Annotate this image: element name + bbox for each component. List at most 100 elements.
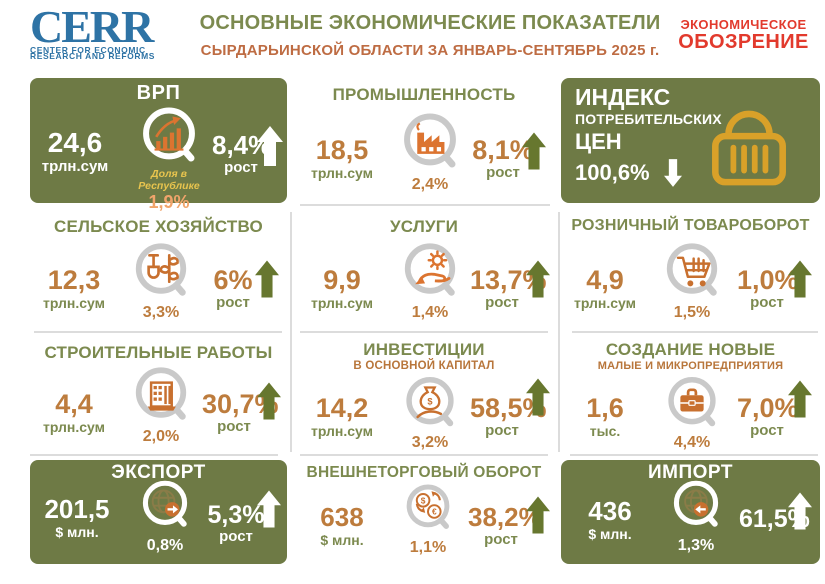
icon-block: 1,5% bbox=[653, 238, 731, 322]
svg-text:$: $ bbox=[427, 397, 433, 407]
share-value: 2,4% bbox=[411, 176, 449, 193]
divider bbox=[300, 454, 548, 456]
unit: трлн.сум bbox=[310, 423, 374, 440]
card-enterprises: СОЗДАНИЕ НОВЫЕ МАЛЫЕ И МИКРОПРЕДПРИЯТИЯ … bbox=[561, 336, 820, 454]
shopping-cart-icon bbox=[666, 243, 718, 296]
cpi-value: 100,6% bbox=[575, 160, 650, 186]
share-value: 1,3% bbox=[677, 537, 715, 554]
unit: трлн.сум bbox=[573, 295, 637, 312]
share-value: 1,1% bbox=[409, 539, 447, 556]
unit: тыс. bbox=[589, 423, 621, 440]
value-block: 9,9 трлн.сум bbox=[300, 266, 384, 312]
arrow-block bbox=[526, 378, 550, 421]
value: 24,6 bbox=[47, 127, 103, 158]
value: 12,3 bbox=[47, 265, 101, 295]
growth-label: рост bbox=[216, 294, 250, 312]
arrow-block bbox=[522, 132, 546, 175]
card-trade: ВНЕШНЕТОРГОВЫЙ ОБОРОТ 638 $ млн. $ € 1,1… bbox=[292, 460, 556, 564]
icon-block: 1,3% bbox=[657, 476, 735, 555]
card-title: УСЛУГИ bbox=[390, 217, 458, 236]
card-title: СОЗДАНИЕ НОВЫЕ bbox=[605, 340, 776, 359]
cpi-title-line3: ЦЕН bbox=[575, 128, 622, 154]
icon-block: $ 3,2% bbox=[392, 372, 468, 452]
cerr-logo: CERR CENTER FOR ECONOMIC RESEARCH AND RE… bbox=[30, 4, 200, 62]
card-subtitle: В ОСНОВНОЙ КАПИТАЛ bbox=[353, 360, 495, 372]
growth-label: рост bbox=[484, 531, 518, 549]
cpi-title-line1: ИНДЕКС bbox=[575, 84, 671, 110]
value-block: 201,5 $ млн. bbox=[32, 494, 122, 540]
growth-value: 1,0% bbox=[737, 265, 799, 295]
value-block: 436 $ млн. bbox=[567, 497, 653, 543]
card-construction: СТРОИТЕЛЬНЫЕ РАБОТЫ 4,4 трлн.сум 2,0% 30… bbox=[30, 336, 287, 454]
share-value: 4,4% bbox=[673, 434, 711, 451]
unit: трлн.сум bbox=[41, 158, 109, 176]
card-title: ВРП bbox=[136, 82, 181, 104]
growth-arrow-up-icon bbox=[522, 132, 546, 170]
value-block: 4,9 трлн.сум bbox=[565, 265, 645, 312]
value-block: 638 $ млн. bbox=[302, 503, 382, 548]
share-value: 1,4% bbox=[411, 304, 449, 321]
growth-block: 6% рост bbox=[204, 266, 262, 312]
divider bbox=[572, 331, 818, 333]
share-value: 3,3% bbox=[142, 304, 180, 321]
arrow-block bbox=[788, 492, 812, 535]
basket-icon bbox=[712, 110, 786, 186]
growth-block: 7,0% рост bbox=[737, 393, 799, 440]
moneybag-hand-icon: $ bbox=[406, 377, 454, 427]
arrow-block bbox=[255, 260, 279, 303]
card-subtitle: МАЛЫЕ И МИКРОПРЕДПРИЯТИЯ bbox=[597, 360, 784, 372]
factory-icon bbox=[404, 113, 456, 168]
share-value: 3,2% bbox=[411, 434, 449, 451]
icon-block: 3,3% bbox=[122, 238, 200, 322]
share-value: 2,0% bbox=[142, 428, 180, 445]
growth-arrow-up-icon bbox=[526, 260, 550, 298]
share-value: 0,8% bbox=[146, 537, 184, 554]
unit: трлн.сум bbox=[310, 295, 374, 312]
cerr-logo-line2: RESEARCH AND REFORMS bbox=[30, 50, 156, 61]
growth-arrow-up-icon bbox=[255, 260, 279, 298]
hand-gear-icon bbox=[404, 243, 456, 296]
growth-value: 5,3% bbox=[207, 501, 265, 529]
value: 18,5 bbox=[315, 135, 369, 165]
svg-text:$: $ bbox=[421, 495, 426, 505]
value-block: 14,2 трлн.сум bbox=[300, 394, 384, 440]
cpi-title-line2: ПОТРЕБИТЕЛЬСКИХ bbox=[575, 111, 722, 128]
value: 4,9 bbox=[586, 265, 624, 295]
page-subtitle: СЫРДАРЬИНСКОЙ ОБЛАСТИ ЗА ЯНВАРЬ-СЕНТЯБРЬ… bbox=[200, 42, 660, 59]
card-title: ВНЕШНЕТОРГОВЫЙ ОБОРОТ bbox=[306, 464, 542, 481]
cpi-text-block: ИНДЕКС ПОТРЕБИТЕЛЬСКИХ ЦЕН 100,6% bbox=[575, 84, 722, 188]
growth-label: рост bbox=[217, 418, 251, 436]
card-title: ИМПОРТ bbox=[648, 462, 733, 483]
growth-block: 5,3% рост bbox=[206, 501, 266, 546]
card-retail: РОЗНИЧНЫЙ ТОВАРОБОРОТ 4,9 трлн.сум 1,5% … bbox=[561, 210, 820, 331]
growth-arrow-up-icon bbox=[257, 382, 281, 420]
card-cpi: ИНДЕКС ПОТРЕБИТЕЛЬСКИХ ЦЕН 100,6% bbox=[561, 78, 820, 203]
unit: $ млн. bbox=[588, 526, 632, 543]
growth-arrow-up-icon bbox=[257, 490, 281, 528]
growth-arrow-up-icon bbox=[526, 378, 550, 416]
globe-import-icon bbox=[673, 480, 719, 527]
brand-line1: ЭКОНОМИЧЕСКОЕ bbox=[680, 17, 807, 32]
building-icon bbox=[135, 367, 187, 420]
growth-block: 38,2% рост bbox=[468, 503, 542, 549]
card-title: ИНВЕСТИЦИИ bbox=[363, 340, 485, 359]
growth-label: рост bbox=[750, 294, 784, 312]
cpi-arrow-down-icon bbox=[663, 159, 682, 187]
growth-value: 7,0% bbox=[737, 393, 799, 423]
value: 1,6 bbox=[586, 393, 624, 423]
value: 201,5 bbox=[44, 494, 110, 524]
svg-text:€: € bbox=[432, 507, 437, 517]
value-block: 24,6 трлн.сум bbox=[32, 127, 118, 176]
card-investment: ИНВЕСТИЦИИ В ОСНОВНОЙ КАПИТАЛ 14,2 трлн.… bbox=[292, 336, 556, 454]
page-title: ОСНОВНЫЕ ЭКОНОМИЧЕСКИЕ ПОКАЗАТЕЛИ bbox=[199, 12, 661, 34]
card-export: ЭКСПОРТ 201,5 $ млн. 0,8% 5,3% рост bbox=[30, 460, 287, 564]
card-agriculture: СЕЛЬСКОЕ ХОЗЯЙСТВО 12,3 трлн.сум 3,3% bbox=[30, 210, 287, 331]
growth-arrow-up-icon bbox=[788, 380, 812, 418]
header-title-block: ОСНОВНЫЕ ЭКОНОМИЧЕСКИЕ ПОКАЗАТЕЛИ СЫРДАР… bbox=[195, 12, 665, 59]
arrow-block bbox=[257, 490, 281, 533]
card-vrp: ВРП 24,6 трлн.сум Доля в Республике 1,9%… bbox=[30, 78, 287, 212]
divider bbox=[300, 331, 548, 333]
arrow-block bbox=[526, 260, 550, 303]
icon-block: 1,4% bbox=[392, 238, 468, 322]
icon-block: 2,4% bbox=[392, 108, 468, 194]
